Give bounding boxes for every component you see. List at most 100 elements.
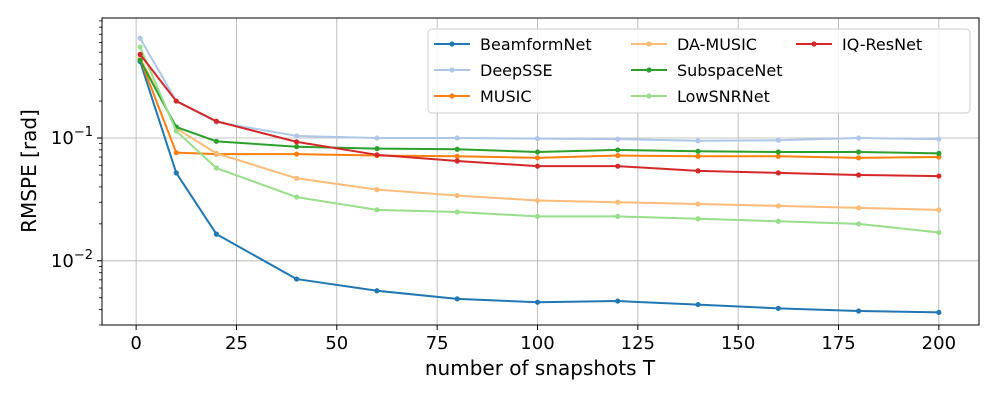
legend-item: DA-MUSIC bbox=[631, 35, 757, 54]
data-point bbox=[374, 146, 380, 152]
data-point bbox=[374, 207, 380, 213]
data-point bbox=[855, 221, 862, 227]
legend-label: DA-MUSIC bbox=[677, 35, 757, 54]
legend-label: BeamformNet bbox=[480, 35, 592, 54]
data-point bbox=[213, 150, 219, 156]
data-point bbox=[454, 296, 460, 302]
legend-marker bbox=[449, 41, 455, 47]
data-point bbox=[695, 301, 701, 308]
data-point bbox=[936, 309, 942, 315]
data-point bbox=[294, 194, 300, 200]
data-point bbox=[213, 231, 219, 237]
data-point bbox=[374, 288, 380, 294]
data-point bbox=[695, 201, 701, 207]
x-tick-label: 0 bbox=[130, 333, 141, 354]
x-tick-label: 75 bbox=[426, 333, 449, 354]
data-point bbox=[137, 44, 143, 50]
legend-marker bbox=[646, 67, 652, 73]
data-point bbox=[454, 209, 460, 215]
data-point bbox=[936, 154, 942, 160]
data-point bbox=[213, 165, 219, 171]
data-point bbox=[775, 203, 781, 209]
data-point bbox=[615, 136, 621, 142]
data-point bbox=[855, 135, 862, 141]
legend-item: DeepSSE bbox=[434, 61, 553, 80]
legend-label: DeepSSE bbox=[480, 61, 553, 80]
y-axis-title: RMSPE [rad] bbox=[17, 109, 41, 233]
data-point bbox=[695, 148, 701, 154]
data-point bbox=[294, 276, 300, 282]
data-point bbox=[695, 168, 701, 174]
y-tick-label: 10−1 bbox=[51, 125, 93, 149]
y-tick-label: 10−2 bbox=[51, 248, 93, 272]
data-point bbox=[695, 153, 701, 159]
axis-ticks: 0 25 50 75 100 125 150 175 200 10−2 10−1 bbox=[51, 20, 956, 354]
data-point bbox=[454, 153, 460, 159]
data-point bbox=[615, 199, 621, 205]
data-point bbox=[855, 155, 862, 161]
data-point bbox=[534, 155, 541, 161]
data-point bbox=[534, 213, 541, 219]
data-point bbox=[137, 57, 143, 63]
data-point bbox=[534, 197, 541, 204]
x-tick-label: 50 bbox=[325, 333, 348, 354]
series-beamformnet bbox=[137, 58, 942, 315]
plot-frame bbox=[101, 17, 980, 326]
data-point bbox=[855, 308, 862, 314]
data-point bbox=[454, 146, 460, 152]
data-point bbox=[374, 152, 380, 158]
series-lowsnrnet bbox=[137, 44, 942, 236]
legend-marker bbox=[811, 41, 817, 47]
data-point bbox=[775, 218, 781, 224]
data-point bbox=[855, 172, 862, 178]
series-line bbox=[139, 59, 939, 155]
data-point bbox=[294, 144, 300, 150]
x-tick-label: 125 bbox=[621, 333, 655, 354]
plot-series bbox=[137, 35, 942, 315]
data-point bbox=[137, 35, 143, 41]
data-point bbox=[936, 136, 942, 142]
data-point bbox=[534, 163, 541, 169]
legend-item: MUSIC bbox=[434, 87, 532, 106]
x-tick-label: 200 bbox=[922, 333, 956, 354]
legend-item: SubspaceNet bbox=[631, 61, 782, 80]
series-iq-resnet bbox=[137, 51, 942, 179]
data-point bbox=[213, 138, 219, 144]
data-point bbox=[454, 135, 460, 141]
data-point bbox=[294, 133, 300, 139]
x-axis-title: number of snapshots T bbox=[425, 356, 656, 380]
data-point bbox=[454, 158, 460, 164]
x-tick-label: 150 bbox=[721, 333, 755, 354]
legend-label: SubspaceNet bbox=[677, 61, 782, 80]
data-point bbox=[936, 207, 942, 213]
data-point bbox=[534, 135, 541, 142]
data-point bbox=[615, 163, 621, 169]
data-point bbox=[936, 229, 942, 236]
data-point bbox=[775, 305, 781, 311]
data-point bbox=[173, 170, 179, 176]
data-point bbox=[294, 139, 300, 145]
legend-marker bbox=[449, 93, 455, 99]
series-music bbox=[137, 56, 942, 161]
data-point bbox=[615, 213, 621, 219]
legend-marker bbox=[646, 93, 652, 99]
data-point bbox=[936, 173, 942, 179]
data-point bbox=[374, 187, 380, 193]
data-point bbox=[855, 149, 862, 155]
data-point bbox=[294, 175, 300, 181]
legend-item: LowSNRNet bbox=[631, 87, 770, 106]
data-point bbox=[695, 138, 701, 144]
data-point bbox=[695, 216, 701, 222]
x-tick-label: 100 bbox=[520, 333, 554, 354]
legend-item: BeamformNet bbox=[434, 35, 592, 54]
legend-marker bbox=[449, 67, 455, 73]
data-point bbox=[936, 150, 942, 156]
data-point bbox=[374, 135, 380, 141]
data-point bbox=[615, 147, 621, 153]
data-point bbox=[173, 150, 179, 156]
series-line bbox=[139, 46, 939, 234]
legend-label: LowSNRNet bbox=[677, 87, 770, 106]
data-point bbox=[454, 192, 460, 199]
